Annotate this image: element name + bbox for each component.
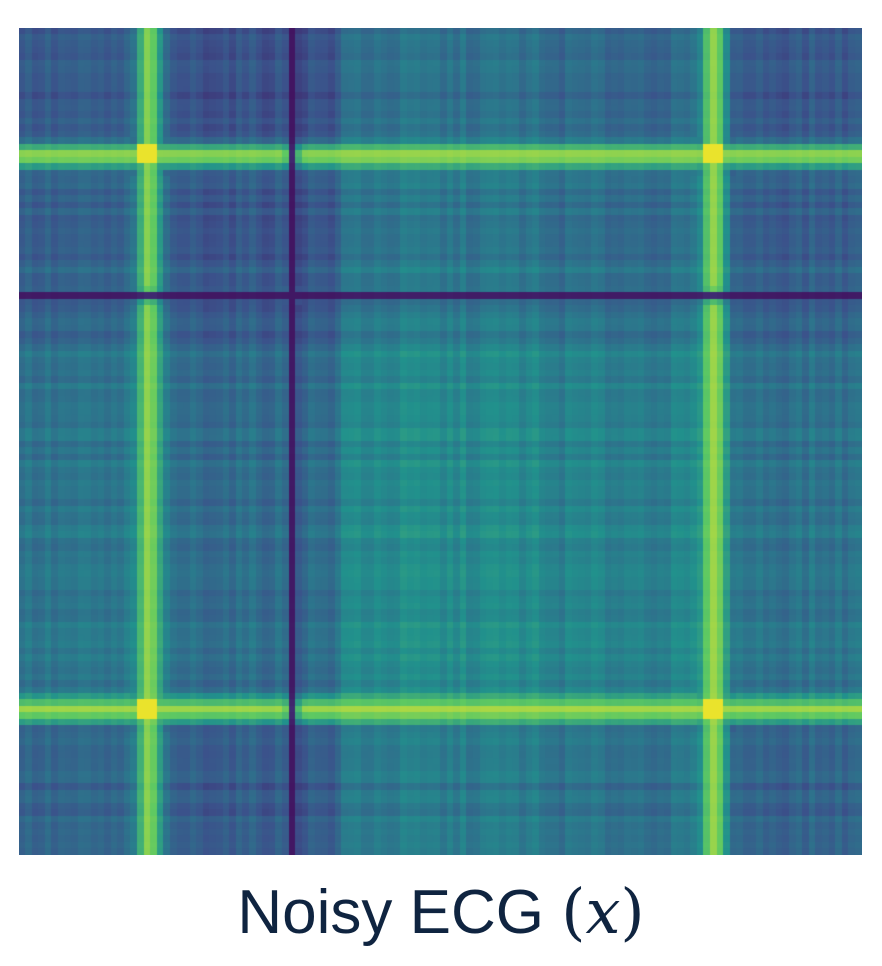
caption-variable: x bbox=[585, 875, 621, 948]
caption-math: (x) bbox=[561, 875, 644, 948]
caption-label: Noisy ECG bbox=[237, 878, 544, 947]
figure-caption: Noisy ECG (x) bbox=[0, 872, 882, 953]
caption-close-paren: ) bbox=[620, 875, 645, 948]
heatmap-raster bbox=[19, 28, 862, 855]
caption-open-paren: ( bbox=[561, 875, 586, 948]
recurrence-heatmap bbox=[19, 28, 862, 855]
